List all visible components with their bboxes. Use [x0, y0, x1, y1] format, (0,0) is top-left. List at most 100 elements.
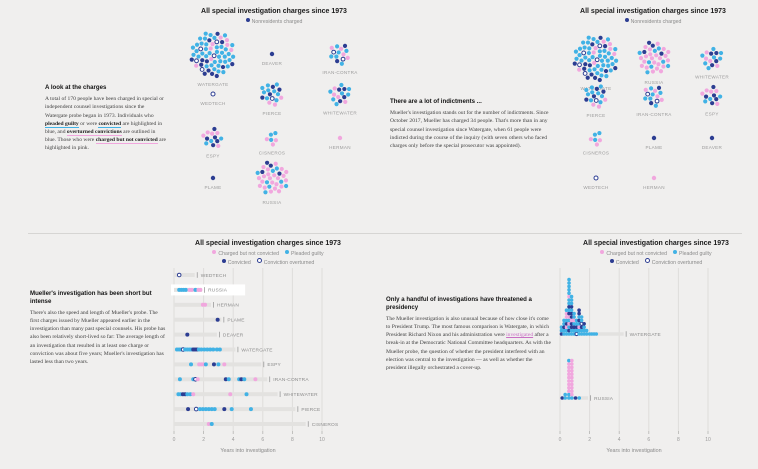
text-block-indictments: There are a lot of indictments ... Muell…	[390, 98, 552, 150]
timeline-row-HERMAN: HERMAN	[174, 301, 239, 308]
chart-title: All special investigation charges since …	[583, 240, 729, 247]
timeline-row-CISNEROS: CISNEROS	[174, 420, 339, 427]
legend-c-dot	[609, 259, 614, 264]
cluster-chart-by-investigation: All special investigation charges since …	[168, 8, 380, 214]
timeline-row-DEAVER: DEAVER	[174, 331, 244, 338]
cluster-CISNEROS: CISNEROS	[583, 131, 609, 156]
svg-text:HERMAN: HERMAN	[329, 145, 351, 150]
legend-item: Nonresidents charged	[624, 18, 681, 25]
legend-item: Charged but not convicted	[212, 250, 279, 257]
section-divider	[28, 233, 742, 234]
cluster-WEDTECH: WEDTECH	[200, 91, 225, 106]
svg-text:PLAME: PLAME	[227, 317, 244, 323]
svg-text:0: 0	[173, 437, 176, 443]
svg-text:WATERGATE: WATERGATE	[241, 347, 272, 353]
svg-text:ESPY: ESPY	[206, 154, 219, 159]
text-heading-charges: A look at the charges	[45, 84, 107, 91]
investigated-link[interactable]: investigated	[506, 332, 534, 339]
text-body-charges: A total of 170 people have been charged …	[45, 96, 166, 152]
legend-c-dot	[245, 18, 250, 22]
legend-item: Pleaded guilty	[284, 250, 324, 257]
cluster-WHITEWATER: WHITEWATER	[323, 83, 357, 116]
cluster-ESPY: ESPY	[201, 127, 224, 159]
chart-title: All special investigation charges since …	[195, 240, 341, 247]
legend-item: Pleaded guilty	[672, 250, 712, 257]
svg-text:8: 8	[677, 437, 680, 443]
beeswarm-group-RUSSIA: RUSSIA	[560, 358, 614, 401]
svg-text:2: 2	[588, 437, 591, 443]
svg-text:CISNEROS: CISNEROS	[312, 421, 339, 427]
svg-text:RUSSIA: RUSSIA	[208, 287, 228, 293]
legend-o-dot	[256, 258, 262, 264]
svg-text:WEDTECH: WEDTECH	[201, 272, 227, 278]
cluster-RUSSIA: RUSSIA	[637, 41, 671, 85]
svg-text:CISNEROS: CISNEROS	[583, 151, 609, 156]
svg-text:WATERGATE: WATERGATE	[630, 331, 661, 337]
chart-title: All special investigation charges since …	[580, 8, 726, 15]
text-heading-short-intense: Mueller's investigation has been short b…	[30, 290, 152, 305]
svg-text:PIERCE: PIERCE	[263, 111, 282, 116]
svg-text:RUSSIA: RUSSIA	[263, 200, 283, 205]
cluster-chart-sorted: All special investigation charges since …	[550, 8, 756, 214]
cluster-chart-svg: WATERGATE DEAVER IRAN-CONTRA WEDTECH PIERCE W…	[189, 31, 358, 205]
cluster-WEDTECH: WEDTECH	[583, 175, 608, 190]
cluster-IRAN-CONTRA: IRAN-CONTRA	[636, 86, 672, 117]
svg-text:DEAVER: DEAVER	[262, 61, 283, 66]
svg-text:0: 0	[559, 437, 562, 443]
legend-item: Nonresidents charged	[245, 18, 302, 25]
cluster-WHITEWATER: WHITEWATER	[695, 47, 729, 80]
text-body-indictments: Mueller's investigation stands out for t…	[390, 110, 549, 149]
svg-text:Years into investigation: Years into investigation	[606, 448, 661, 454]
svg-text:DEAVER: DEAVER	[702, 145, 723, 150]
svg-text:CISNEROS: CISNEROS	[259, 151, 285, 156]
timeline-row-PLAME: PLAME	[174, 316, 244, 323]
svg-text:RUSSIA: RUSSIA	[645, 80, 665, 85]
svg-text:6: 6	[261, 437, 264, 443]
chart-legend: Nonresidents charged	[550, 18, 756, 26]
beeswarm-chart-svg: 0 2 4 6 8 10 Years into investigation WATERGATE…	[559, 267, 711, 454]
cluster-RUSSIA: RUSSIA	[255, 161, 289, 205]
svg-text:10: 10	[705, 437, 711, 443]
cluster-ESPY: ESPY	[700, 85, 723, 117]
svg-text:IRAN-CONTRA: IRAN-CONTRA	[636, 112, 672, 117]
svg-text:ESPY: ESPY	[267, 362, 281, 368]
text-block-presidency: Only a handful of investigations have th…	[386, 296, 554, 372]
svg-text:PLAME: PLAME	[645, 145, 662, 150]
chart-legend: Charged but not convicted Pleaded guilty C…	[166, 250, 370, 268]
chart-legend: Charged but not convicted Pleaded guilty C…	[554, 250, 758, 268]
svg-text:8: 8	[291, 437, 294, 443]
svg-text:WEDTECH: WEDTECH	[200, 101, 225, 106]
timeline-chart-svg: 0 2 4 6 8 10 Years into investigation WEDTECH RU…	[171, 267, 339, 454]
beeswarm-group-WATERGATE: WATERGATE	[559, 277, 661, 337]
svg-text:PIERCE: PIERCE	[301, 407, 320, 413]
timeline-chart: All special investigation charges since …	[166, 240, 370, 460]
text-body-short-intense: There's also the speed and length of Mue…	[30, 309, 166, 366]
cluster-PIERCE: PIERCE	[260, 82, 284, 116]
timeline-row-WEDTECH: WEDTECH	[174, 271, 227, 278]
timeline-row-WHITEWATER: WHITEWATER	[174, 391, 318, 398]
timeline-row-RUSSIA: RUSSIA	[171, 284, 246, 296]
chart-legend: Nonresidents charged	[168, 18, 380, 26]
svg-text:4: 4	[232, 437, 235, 443]
svg-text:4: 4	[618, 437, 621, 443]
legend-c-dot	[221, 259, 226, 264]
cluster-CISNEROS: CISNEROS	[259, 131, 285, 156]
cluster-chart-sorted-svg: WATERGATE RUSSIA WHITEWATER PIERCE IRAN-CONT…	[572, 35, 729, 190]
svg-text:DEAVER: DEAVER	[223, 332, 244, 338]
legend-p-dot	[212, 250, 217, 254]
legend-p-dot	[600, 250, 605, 254]
svg-text:PLAME: PLAME	[204, 185, 221, 190]
cluster-HERMAN: HERMAN	[329, 136, 351, 150]
svg-text:2: 2	[202, 437, 205, 443]
svg-text:IRAN-CONTRA: IRAN-CONTRA	[322, 70, 358, 75]
chart-title: All special investigation charges since …	[201, 8, 347, 15]
svg-text:Years into investigation: Years into investigation	[220, 448, 275, 454]
legend-g-dot	[672, 250, 677, 254]
legend-g-dot	[284, 250, 289, 254]
svg-text:6: 6	[647, 437, 650, 443]
timeline-row-ESPY: ESPY	[174, 361, 281, 368]
cluster-DEAVER: DEAVER	[702, 136, 723, 150]
svg-text:WATERGATE: WATERGATE	[198, 82, 229, 87]
cluster-PIERCE: PIERCE	[584, 84, 608, 118]
